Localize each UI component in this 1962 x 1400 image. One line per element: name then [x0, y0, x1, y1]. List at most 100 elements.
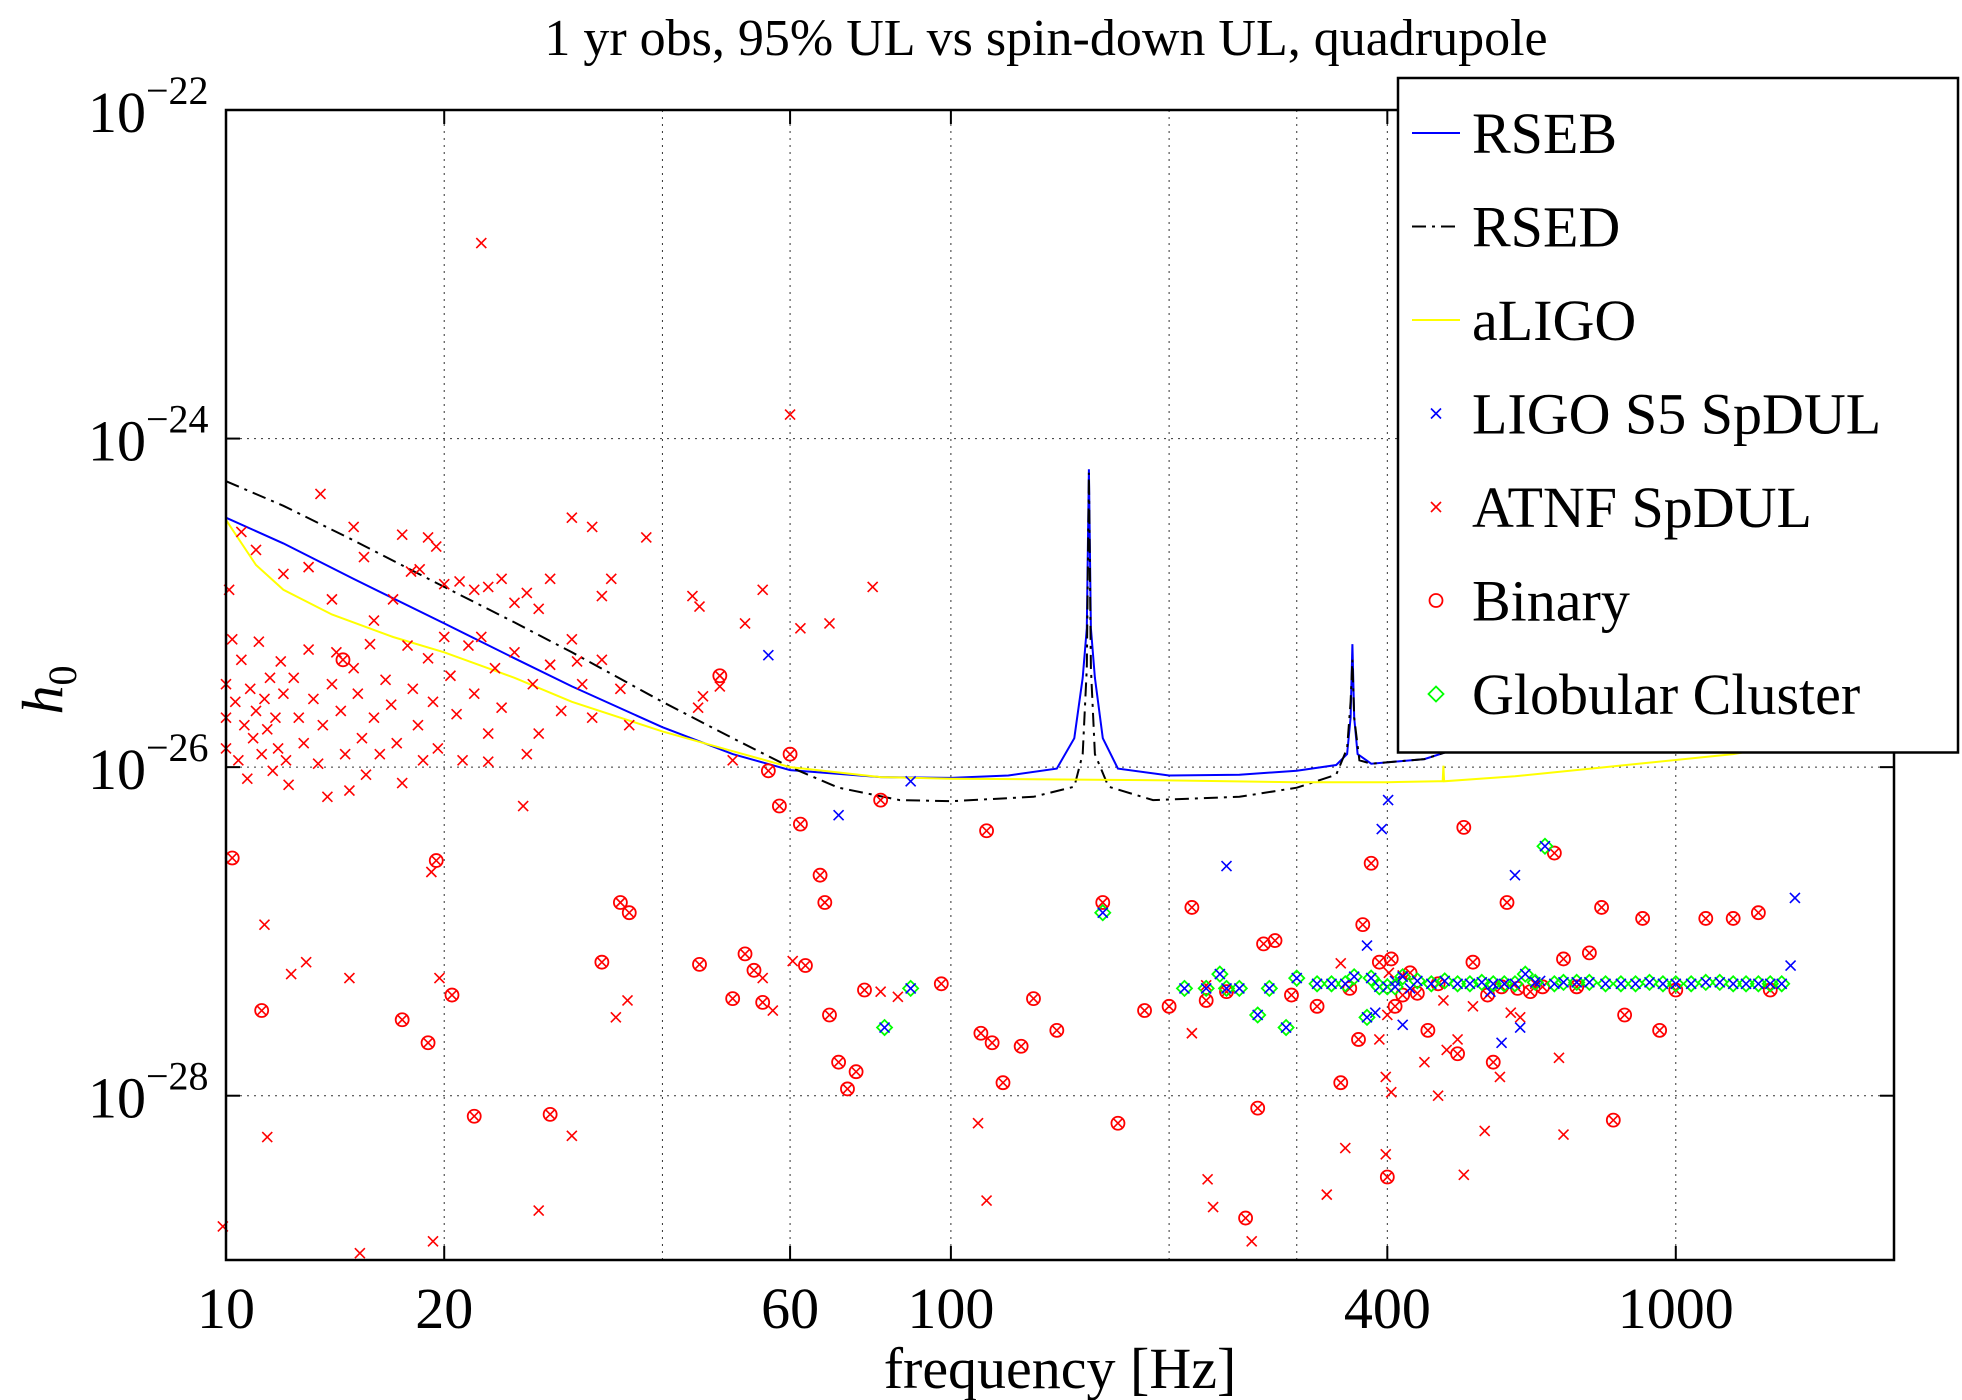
atnf-point — [427, 696, 439, 708]
atnf-point-stroke — [475, 631, 487, 643]
binary-cross-stroke — [1240, 1212, 1252, 1224]
binary-cross-stroke — [623, 907, 635, 919]
atnf-point — [277, 688, 289, 700]
atnf-point-stroke — [692, 702, 704, 714]
binary-cross — [739, 948, 751, 960]
globular-cross-stroke — [1280, 1021, 1292, 1034]
atnf-point — [293, 712, 305, 724]
atnf-point-stroke — [253, 636, 265, 648]
atnf-point-stroke — [425, 866, 437, 878]
atnf-point — [427, 1235, 439, 1247]
binary-cross-stroke — [794, 818, 806, 830]
binary-cross — [1501, 896, 1513, 909]
atnf-point — [784, 408, 796, 421]
atnf-point — [892, 991, 904, 1003]
atnf-point — [307, 693, 319, 705]
atnf-point-stroke — [250, 705, 262, 717]
binary-point — [1725, 911, 1741, 926]
binary-cross — [1458, 821, 1470, 833]
globular-point — [1697, 973, 1715, 992]
atnf-point — [1383, 967, 1395, 979]
globular-point — [1516, 965, 1535, 983]
globular-point — [1596, 975, 1615, 993]
globular-cross-stroke — [1311, 978, 1323, 990]
s5-point-stroke — [1789, 892, 1801, 904]
atnf-point — [1202, 1173, 1214, 1185]
binary-point — [1049, 1022, 1065, 1038]
atnf-point — [1418, 1056, 1430, 1068]
atnf-point-stroke — [784, 408, 796, 421]
globular-cross-stroke — [1685, 978, 1697, 990]
globular-cross-stroke — [1200, 982, 1212, 994]
globular-point — [1711, 973, 1729, 992]
binary-cross-stroke — [1311, 1000, 1323, 1012]
binary-cross — [1727, 912, 1739, 924]
globular-point — [1448, 975, 1467, 993]
atnf-point — [317, 719, 329, 731]
binary-point — [1095, 895, 1111, 910]
atnf-point-stroke — [456, 754, 469, 766]
binary-cross-stroke — [935, 978, 947, 990]
s5-point — [1376, 823, 1388, 835]
binary-cross — [1548, 847, 1560, 859]
binary-cross-stroke — [1385, 953, 1397, 965]
atnf-point — [396, 529, 408, 541]
atnf-point-stroke — [348, 521, 360, 533]
binary-cross-stroke — [1051, 1024, 1063, 1036]
binary-point — [1556, 951, 1571, 967]
binary-point — [995, 1075, 1011, 1091]
series-line-aligo — [225, 519, 1895, 784]
binary-point — [973, 1025, 989, 1041]
atnf-point-stroke — [385, 699, 397, 711]
globular-point — [1526, 973, 1545, 992]
globular-cross-stroke — [1464, 978, 1476, 990]
globular-cross — [1365, 972, 1377, 984]
globular-cross-stroke — [1425, 978, 1437, 990]
atnf-point — [368, 615, 380, 627]
binary-point — [1013, 1038, 1029, 1054]
atnf-point-stroke — [586, 521, 598, 533]
s5-point — [1382, 794, 1394, 806]
atnf-point-stroke — [1385, 1086, 1397, 1098]
atnf-point — [321, 791, 333, 803]
atnf-point-stroke — [396, 529, 408, 541]
atnf-point-stroke — [343, 785, 355, 797]
atnf-point — [475, 631, 487, 643]
binary-cross — [841, 1083, 854, 1095]
binary-cross — [714, 670, 726, 682]
x-tick-label: 100 — [907, 1276, 994, 1341]
atnf-point — [794, 622, 806, 634]
atnf-point — [521, 748, 533, 760]
globular-cross-stroke — [1452, 978, 1464, 990]
globular-cross-stroke — [1670, 978, 1682, 990]
atnf-point — [727, 754, 739, 766]
globular-cross-stroke — [1615, 978, 1627, 990]
s5-point-stroke — [1397, 1019, 1409, 1031]
atnf-point-stroke — [303, 643, 315, 656]
globular-cross — [1389, 981, 1401, 993]
atnf-point — [288, 672, 300, 684]
globular-point — [1230, 979, 1249, 998]
atnf-point-stroke — [374, 748, 386, 760]
binary-cross — [422, 1037, 434, 1049]
atnf-point — [496, 702, 508, 714]
globular-point — [1554, 973, 1573, 992]
atnf-point-stroke — [787, 955, 799, 967]
binary-point — [979, 823, 994, 839]
binary-cross-stroke — [1619, 1009, 1631, 1021]
globular-point — [1640, 973, 1659, 992]
globular-cross-stroke — [1097, 907, 1109, 919]
atnf-point-stroke — [508, 597, 521, 609]
s5-point-stroke — [1785, 959, 1797, 972]
atnf-point-stroke — [621, 994, 634, 1007]
globular-cross — [1599, 978, 1612, 990]
atnf-point — [475, 237, 487, 249]
binary-cross-stroke — [596, 956, 608, 968]
atnf-point-stroke — [462, 639, 475, 652]
x-axis-label: frequency [Hz] — [884, 1336, 1237, 1400]
atnf-point-stroke — [1479, 1125, 1491, 1137]
atnf-point — [396, 777, 408, 789]
binary-cross-stroke — [396, 1014, 408, 1026]
globular-cross-stroke — [1263, 982, 1275, 994]
atnf-point-stroke — [566, 1130, 578, 1142]
